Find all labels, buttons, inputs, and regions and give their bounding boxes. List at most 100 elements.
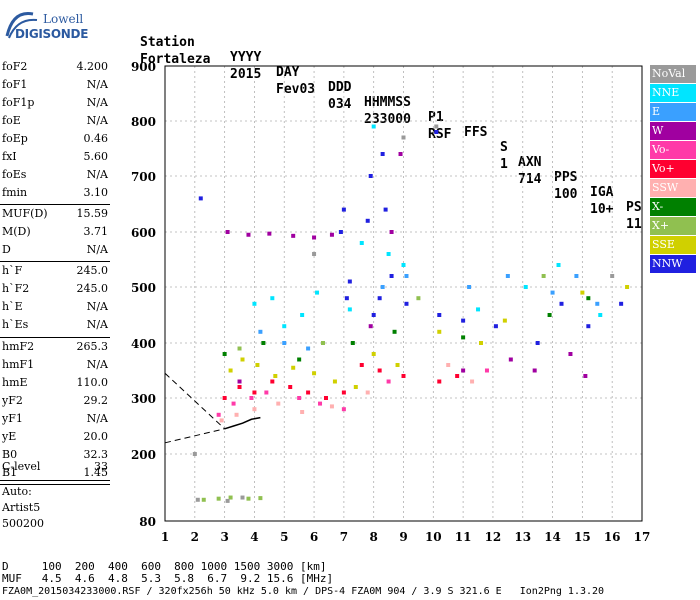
- ionogram-point: [219, 418, 224, 423]
- x-tick-label: 1: [161, 530, 169, 544]
- param-value: 110.0: [76, 376, 109, 389]
- extrapolation-line: [164, 372, 225, 430]
- param-row: hmF2 265.3: [2, 340, 108, 358]
- param-row: B1 1.45: [2, 466, 108, 484]
- ionogram-point: [192, 452, 197, 456]
- param-row: D N/A: [2, 243, 108, 261]
- legend-item-w: W: [650, 122, 696, 140]
- ionogram-point: [580, 290, 585, 295]
- x-tick-label: 7: [340, 530, 348, 544]
- ionogram-point: [583, 374, 588, 378]
- ionogram-point: [434, 124, 439, 129]
- ionogram-point: [398, 152, 403, 156]
- ionogram-point: [246, 232, 251, 237]
- header-value: 034: [328, 97, 352, 112]
- ionogram-point: [389, 274, 394, 278]
- ionogram-point: [246, 496, 251, 501]
- legend-item-ssw: SSW: [650, 179, 696, 197]
- ionogram-point: [383, 207, 388, 212]
- param-value: 20.0: [83, 430, 109, 443]
- ionogram-point: [347, 307, 352, 312]
- logo-line1: Lowell: [43, 12, 84, 26]
- param-label: foF2: [2, 60, 28, 73]
- ionogram-point: [252, 301, 257, 306]
- ionogram-point: [535, 341, 540, 345]
- ionogram-point: [461, 318, 466, 323]
- header-label: S: [500, 140, 508, 155]
- ionogram-point: [437, 329, 442, 334]
- ionogram-point: [222, 352, 227, 356]
- legend-item-vo-minus: Vo-: [650, 141, 696, 159]
- ionogram-point: [365, 390, 370, 395]
- ionogram-point: [282, 324, 287, 329]
- header-value: Fev03: [276, 82, 316, 97]
- param-label: yE: [2, 430, 17, 443]
- auto-label: Auto:: [2, 485, 32, 498]
- param-label: B0: [2, 448, 18, 461]
- ionogram-point: [225, 230, 230, 234]
- ionogram-point: [371, 124, 376, 129]
- ionogram-point: [332, 379, 337, 384]
- ionogram-point: [365, 218, 370, 223]
- legend-label: SSE: [652, 238, 675, 251]
- legend-item-nnw: NNW: [650, 255, 696, 273]
- param-value: 5.60: [83, 150, 109, 163]
- legend-label: E: [652, 105, 661, 118]
- header-label: YYYY: [230, 50, 262, 65]
- ionogram-point: [532, 368, 537, 373]
- ionogram-point: [586, 296, 591, 301]
- param-row: foF1 N/A: [2, 78, 108, 96]
- param-label: hmE: [2, 376, 28, 389]
- param-label: foEp: [2, 132, 28, 145]
- ionogram-point: [386, 379, 391, 384]
- x-tick-label: 10: [425, 530, 442, 544]
- ionogram-point: [446, 363, 451, 367]
- ionogram-point: [619, 301, 624, 306]
- header-label: AXN: [518, 155, 542, 170]
- legend-item-noval: NoVal: [650, 65, 696, 83]
- ionogram-point: [547, 313, 552, 317]
- legend-label: SSW: [652, 181, 679, 194]
- header-label: HHMMSS: [364, 95, 411, 110]
- header-value: 2015: [230, 67, 262, 82]
- ionogram-point: [237, 379, 242, 384]
- ionogram-point: [401, 263, 406, 267]
- ionogram-point: [297, 357, 302, 362]
- param-value: 3.71: [83, 225, 109, 238]
- chart-profile: [224, 416, 261, 430]
- ionogram-point: [470, 379, 475, 384]
- header-values: Fortaleza 2015 Fev03 034 233000 RSF 1 71…: [140, 37, 642, 247]
- ionogram-point: [484, 368, 489, 373]
- ionogram-point: [541, 274, 546, 278]
- ionogram-point: [434, 130, 439, 134]
- ionogram-point: [341, 390, 346, 395]
- legend-label: Vo-: [652, 143, 670, 156]
- param-row: foEp 0.46: [2, 132, 108, 150]
- ionogram-point: [404, 274, 409, 278]
- separator: [0, 480, 110, 481]
- ionogram-point: [318, 401, 323, 406]
- param-label: D: [2, 243, 11, 256]
- ionogram-point: [300, 410, 305, 414]
- param-value: N/A: [86, 168, 108, 181]
- param-value: 33: [94, 460, 108, 473]
- param-row: yE 20.0: [2, 430, 108, 448]
- param-row: C-level 33: [2, 460, 108, 478]
- ionogram-point: [598, 313, 603, 317]
- param-label: yF1: [2, 412, 23, 425]
- ionogram-point: [461, 368, 466, 373]
- param-row: foE N/A: [2, 114, 108, 132]
- header-label: Station: [140, 35, 195, 50]
- header-label: PS: [626, 200, 642, 215]
- ionogram-point: [401, 374, 406, 378]
- ionogram-point: [550, 290, 555, 295]
- y-tick-label: 200: [131, 448, 156, 462]
- param-value: N/A: [86, 243, 108, 256]
- ionogram-point: [386, 252, 391, 256]
- param-label: hmF1: [2, 358, 35, 371]
- x-tick-label: 2: [191, 530, 199, 544]
- param-value: N/A: [86, 358, 108, 371]
- ionogram-point: [377, 296, 382, 301]
- ionogram-point: [556, 263, 561, 267]
